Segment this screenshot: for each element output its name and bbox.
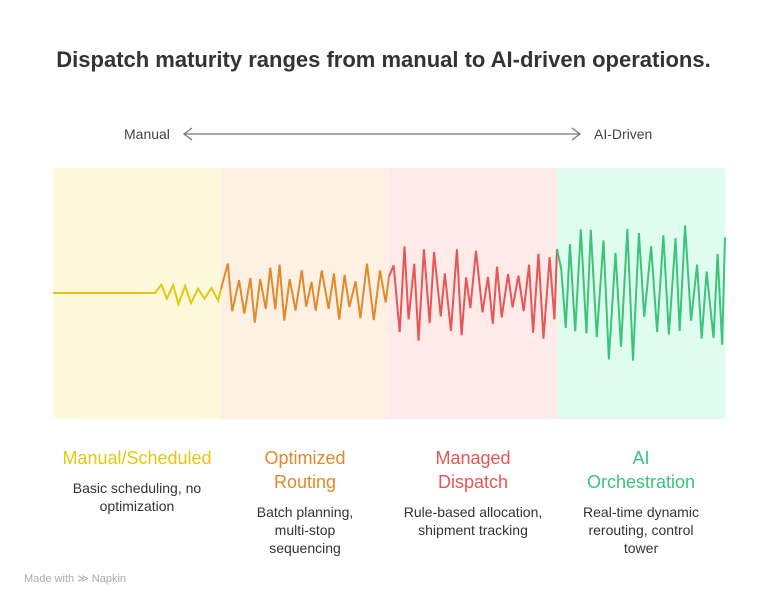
double-arrow-icon bbox=[182, 127, 582, 141]
axis-label-ai-driven: AI-Driven bbox=[594, 126, 653, 142]
waveform-segment bbox=[53, 282, 222, 308]
stage-ai: AI Orchestration Real-time dynamic rerou… bbox=[557, 446, 725, 557]
stage-description: Rule-based allocation, shipment tracking bbox=[403, 504, 543, 538]
stage-title: Managed Dispatch bbox=[435, 448, 511, 492]
stage-optimized: Optimized Routing Batch planning, multi-… bbox=[221, 446, 389, 557]
footer: Made with ≫ Napkin bbox=[24, 572, 126, 585]
stage-manual: Manual/Scheduled Basic scheduling, no op… bbox=[53, 446, 221, 515]
stage-description: Real-time dynamic rerouting, control tow… bbox=[583, 504, 699, 556]
stage-panel-managed bbox=[389, 168, 557, 419]
footer-text: Made with bbox=[24, 573, 75, 585]
stage-title: AI Orchestration bbox=[587, 448, 696, 492]
page-title: Dispatch maturity ranges from manual to … bbox=[56, 47, 711, 72]
stage-title: Manual/Scheduled bbox=[62, 448, 212, 468]
footer-brand: Napkin bbox=[91, 573, 127, 585]
napkin-logo-icon: ≫ bbox=[77, 573, 89, 585]
waveform-segment bbox=[388, 246, 558, 341]
waveform-segment bbox=[220, 263, 390, 323]
stage-description: Batch planning, multi-stop sequencing bbox=[256, 504, 354, 556]
waveform-segment bbox=[556, 225, 726, 361]
axis-label-manual: Manual bbox=[124, 126, 170, 142]
stage-title: Optimized Routing bbox=[264, 448, 346, 492]
stage-description: Basic scheduling, no optimization bbox=[72, 480, 202, 514]
stage-managed: Managed Dispatch Rule-based allocation, … bbox=[389, 446, 557, 539]
